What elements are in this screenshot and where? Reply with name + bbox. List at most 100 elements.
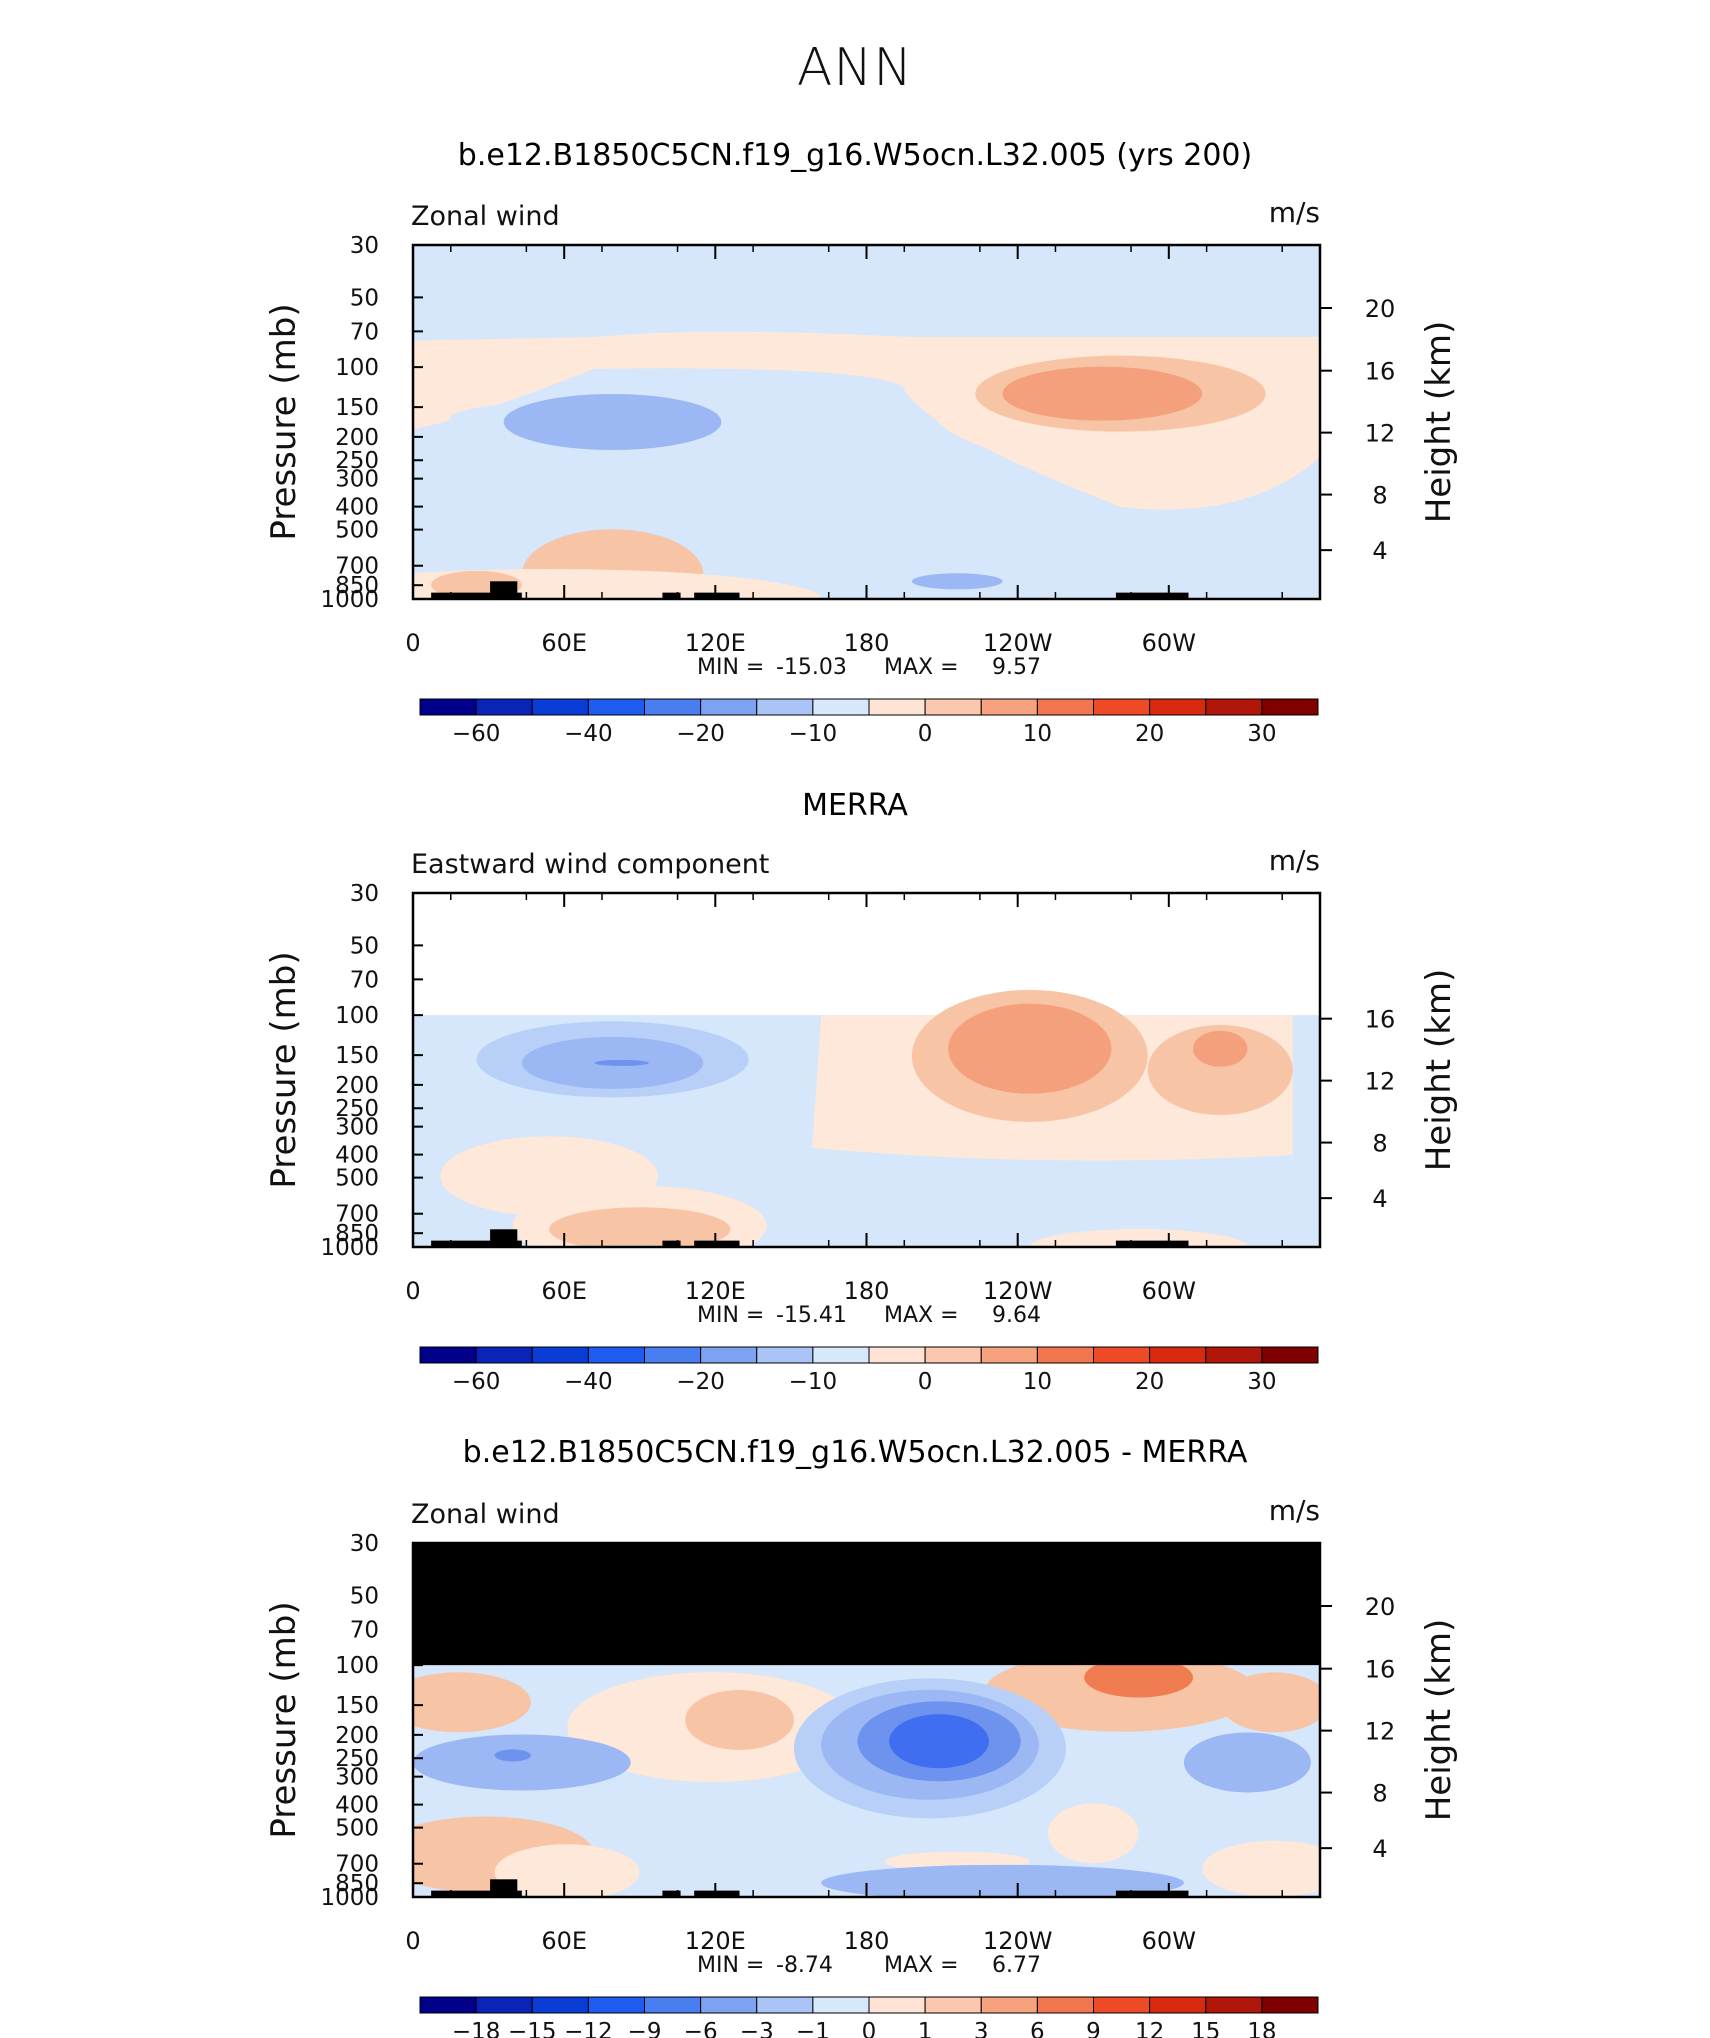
y-axis-title: Pressure (mb): [264, 951, 304, 1188]
y-tick-label: 700: [335, 554, 379, 580]
y-tick-label: 1000: [320, 1235, 379, 1261]
colorbar-label: −60: [452, 1369, 501, 1395]
y-right-tick-label: 8: [1372, 1130, 1387, 1158]
y-right-axis-title: Height (km): [1419, 321, 1459, 524]
y-tick-label: 200: [335, 1723, 379, 1749]
warm-region: [1220, 1672, 1320, 1733]
units-label: m/s: [1269, 1494, 1320, 1527]
warm-region: [1193, 1030, 1248, 1067]
colorbar: −18 −15 −12 −9 −6 −3 −1 0 1 3 6 9 12 15 18: [419, 1996, 1319, 2038]
colorbar-swatch: [756, 1996, 814, 2014]
y-tick-label: 200: [335, 1073, 379, 1099]
colorbar-swatch: [1261, 1346, 1319, 1364]
contour-field: [413, 1543, 1320, 1897]
colorbar-label: 20: [1135, 1369, 1164, 1395]
y-tick-label: 400: [335, 1143, 379, 1169]
colorbar-label: 15: [1191, 2019, 1220, 2038]
y-right-tick-label: 4: [1372, 1185, 1387, 1213]
warm-region: [685, 1690, 794, 1750]
colorbar-swatch: [1149, 1346, 1207, 1364]
topography: [694, 1240, 740, 1247]
cool-region: [413, 1734, 631, 1791]
colorbar-swatch: [587, 698, 645, 716]
contour-field: [413, 893, 1320, 1247]
y-tick-label: 50: [350, 285, 379, 311]
colorbar-label: 6: [1030, 2019, 1045, 2038]
y-tick-label: 70: [350, 1617, 379, 1643]
topography: [694, 592, 740, 599]
topography: [662, 1240, 681, 1247]
panel-title: b.e12.B1850C5CN.f19_g16.W5ocn.L32.005 - …: [463, 1435, 1248, 1470]
warm-region: [549, 1207, 731, 1247]
colorbar-label: −15: [508, 2019, 557, 2038]
y-right-tick-label: 16: [1365, 1006, 1396, 1034]
colorbar-label: −40: [564, 721, 613, 747]
topography: [431, 592, 522, 599]
y-tick-label: 150: [335, 395, 379, 421]
colorbar-swatch: [812, 1346, 870, 1364]
colorbar-label: 20: [1135, 721, 1164, 747]
colorbar-label: 30: [1247, 1369, 1276, 1395]
colorbar-swatch: [587, 1996, 645, 2014]
y-tick-label: 500: [335, 1816, 379, 1842]
colorbar-swatch: [1036, 1346, 1094, 1364]
colorbar-label: −1: [796, 2019, 830, 2038]
max-label: MAX =: [884, 1953, 959, 1978]
colorbar-label: 10: [1023, 1369, 1052, 1395]
warm-region: [413, 1672, 531, 1733]
colorbar-swatch: [700, 1346, 758, 1364]
y-right-axis-title: Height (km): [1419, 969, 1459, 1172]
colorbar-swatch: [419, 1346, 477, 1364]
y-tick-label: 1000: [320, 587, 379, 613]
x-tick-label: 120W: [983, 629, 1053, 657]
warm-region: [1084, 1657, 1194, 1698]
colorbar-swatch: [531, 1996, 589, 2014]
colorbar-swatch: [419, 1996, 477, 2014]
max-value: 9.57: [992, 655, 1041, 680]
colorbar-swatch: [756, 1346, 814, 1364]
topography: [490, 1229, 518, 1247]
colorbar-swatch: [1261, 698, 1319, 716]
colorbar-swatch: [924, 1346, 982, 1364]
y-tick-label: 150: [335, 1693, 379, 1719]
y-right-tick-label: 16: [1365, 1656, 1396, 1684]
y-tick-label: 850: [335, 573, 379, 599]
colorbar: −60 −40 −20 −10 0 10 20 30: [419, 1346, 1319, 1395]
y-right-tick-label: 8: [1372, 482, 1387, 510]
y-tick-label: 850: [335, 1221, 379, 1247]
x-tick-label: 120W: [983, 1277, 1053, 1305]
topography: [1115, 1890, 1189, 1897]
y-right-tick-label: 16: [1365, 358, 1396, 386]
variable-label: Eastward wind component: [411, 849, 769, 880]
y-right-axis-title: Height (km): [1419, 1619, 1459, 1822]
y-right-tick-label: 20: [1365, 295, 1396, 323]
y-tick-label: 700: [335, 1852, 379, 1878]
y-tick-label: 300: [335, 1115, 379, 1141]
topography: [694, 1890, 740, 1897]
y-tick-label: 300: [335, 467, 379, 493]
cool-region: [494, 1749, 531, 1762]
topography: [662, 1890, 681, 1897]
colorbar-label: 12: [1135, 2019, 1164, 2038]
x-tick-label: 60W: [1142, 1277, 1196, 1305]
y-tick-label: 100: [335, 1653, 379, 1679]
y-tick-label: 1000: [320, 1885, 379, 1911]
x-tick-label: 180: [844, 1277, 890, 1305]
colorbar-swatch: [1205, 1346, 1263, 1364]
y-tick-label: 100: [335, 355, 379, 381]
y-tick-label: 50: [350, 1583, 379, 1609]
colorbar-swatch: [700, 698, 758, 716]
x-tick-label: 60W: [1142, 629, 1196, 657]
x-tick-label: 120E: [685, 1277, 746, 1305]
page-title: ANN: [796, 38, 914, 98]
y-tick-label: 400: [335, 1793, 379, 1819]
topography: [1115, 592, 1189, 599]
units-label: m/s: [1269, 844, 1320, 877]
min-value: -8.74: [776, 1953, 833, 1978]
colorbar-label: 9: [1086, 2019, 1101, 2038]
x-tick-label: 60W: [1142, 1927, 1196, 1955]
colorbar-swatch: [1205, 698, 1263, 716]
colorbar-swatch: [644, 698, 702, 716]
colorbar-swatch: [1205, 1996, 1263, 2014]
